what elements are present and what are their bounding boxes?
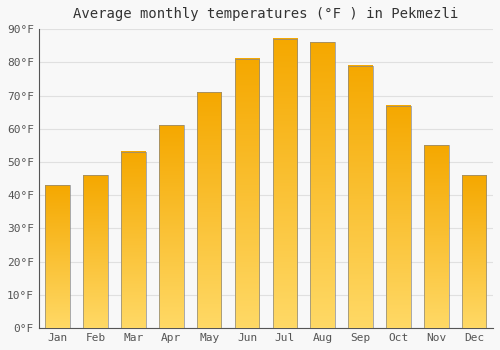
Bar: [348, 65, 373, 328]
Bar: [46, 185, 70, 328]
Bar: [197, 92, 222, 328]
Bar: [84, 175, 108, 328]
Bar: [159, 125, 184, 328]
Bar: [272, 39, 297, 328]
Bar: [121, 152, 146, 328]
Bar: [462, 175, 486, 328]
Bar: [386, 105, 410, 328]
Bar: [424, 145, 448, 328]
Title: Average monthly temperatures (°F ) in Pekmezli: Average monthly temperatures (°F ) in Pe…: [74, 7, 458, 21]
Bar: [234, 59, 260, 328]
Bar: [310, 42, 335, 328]
